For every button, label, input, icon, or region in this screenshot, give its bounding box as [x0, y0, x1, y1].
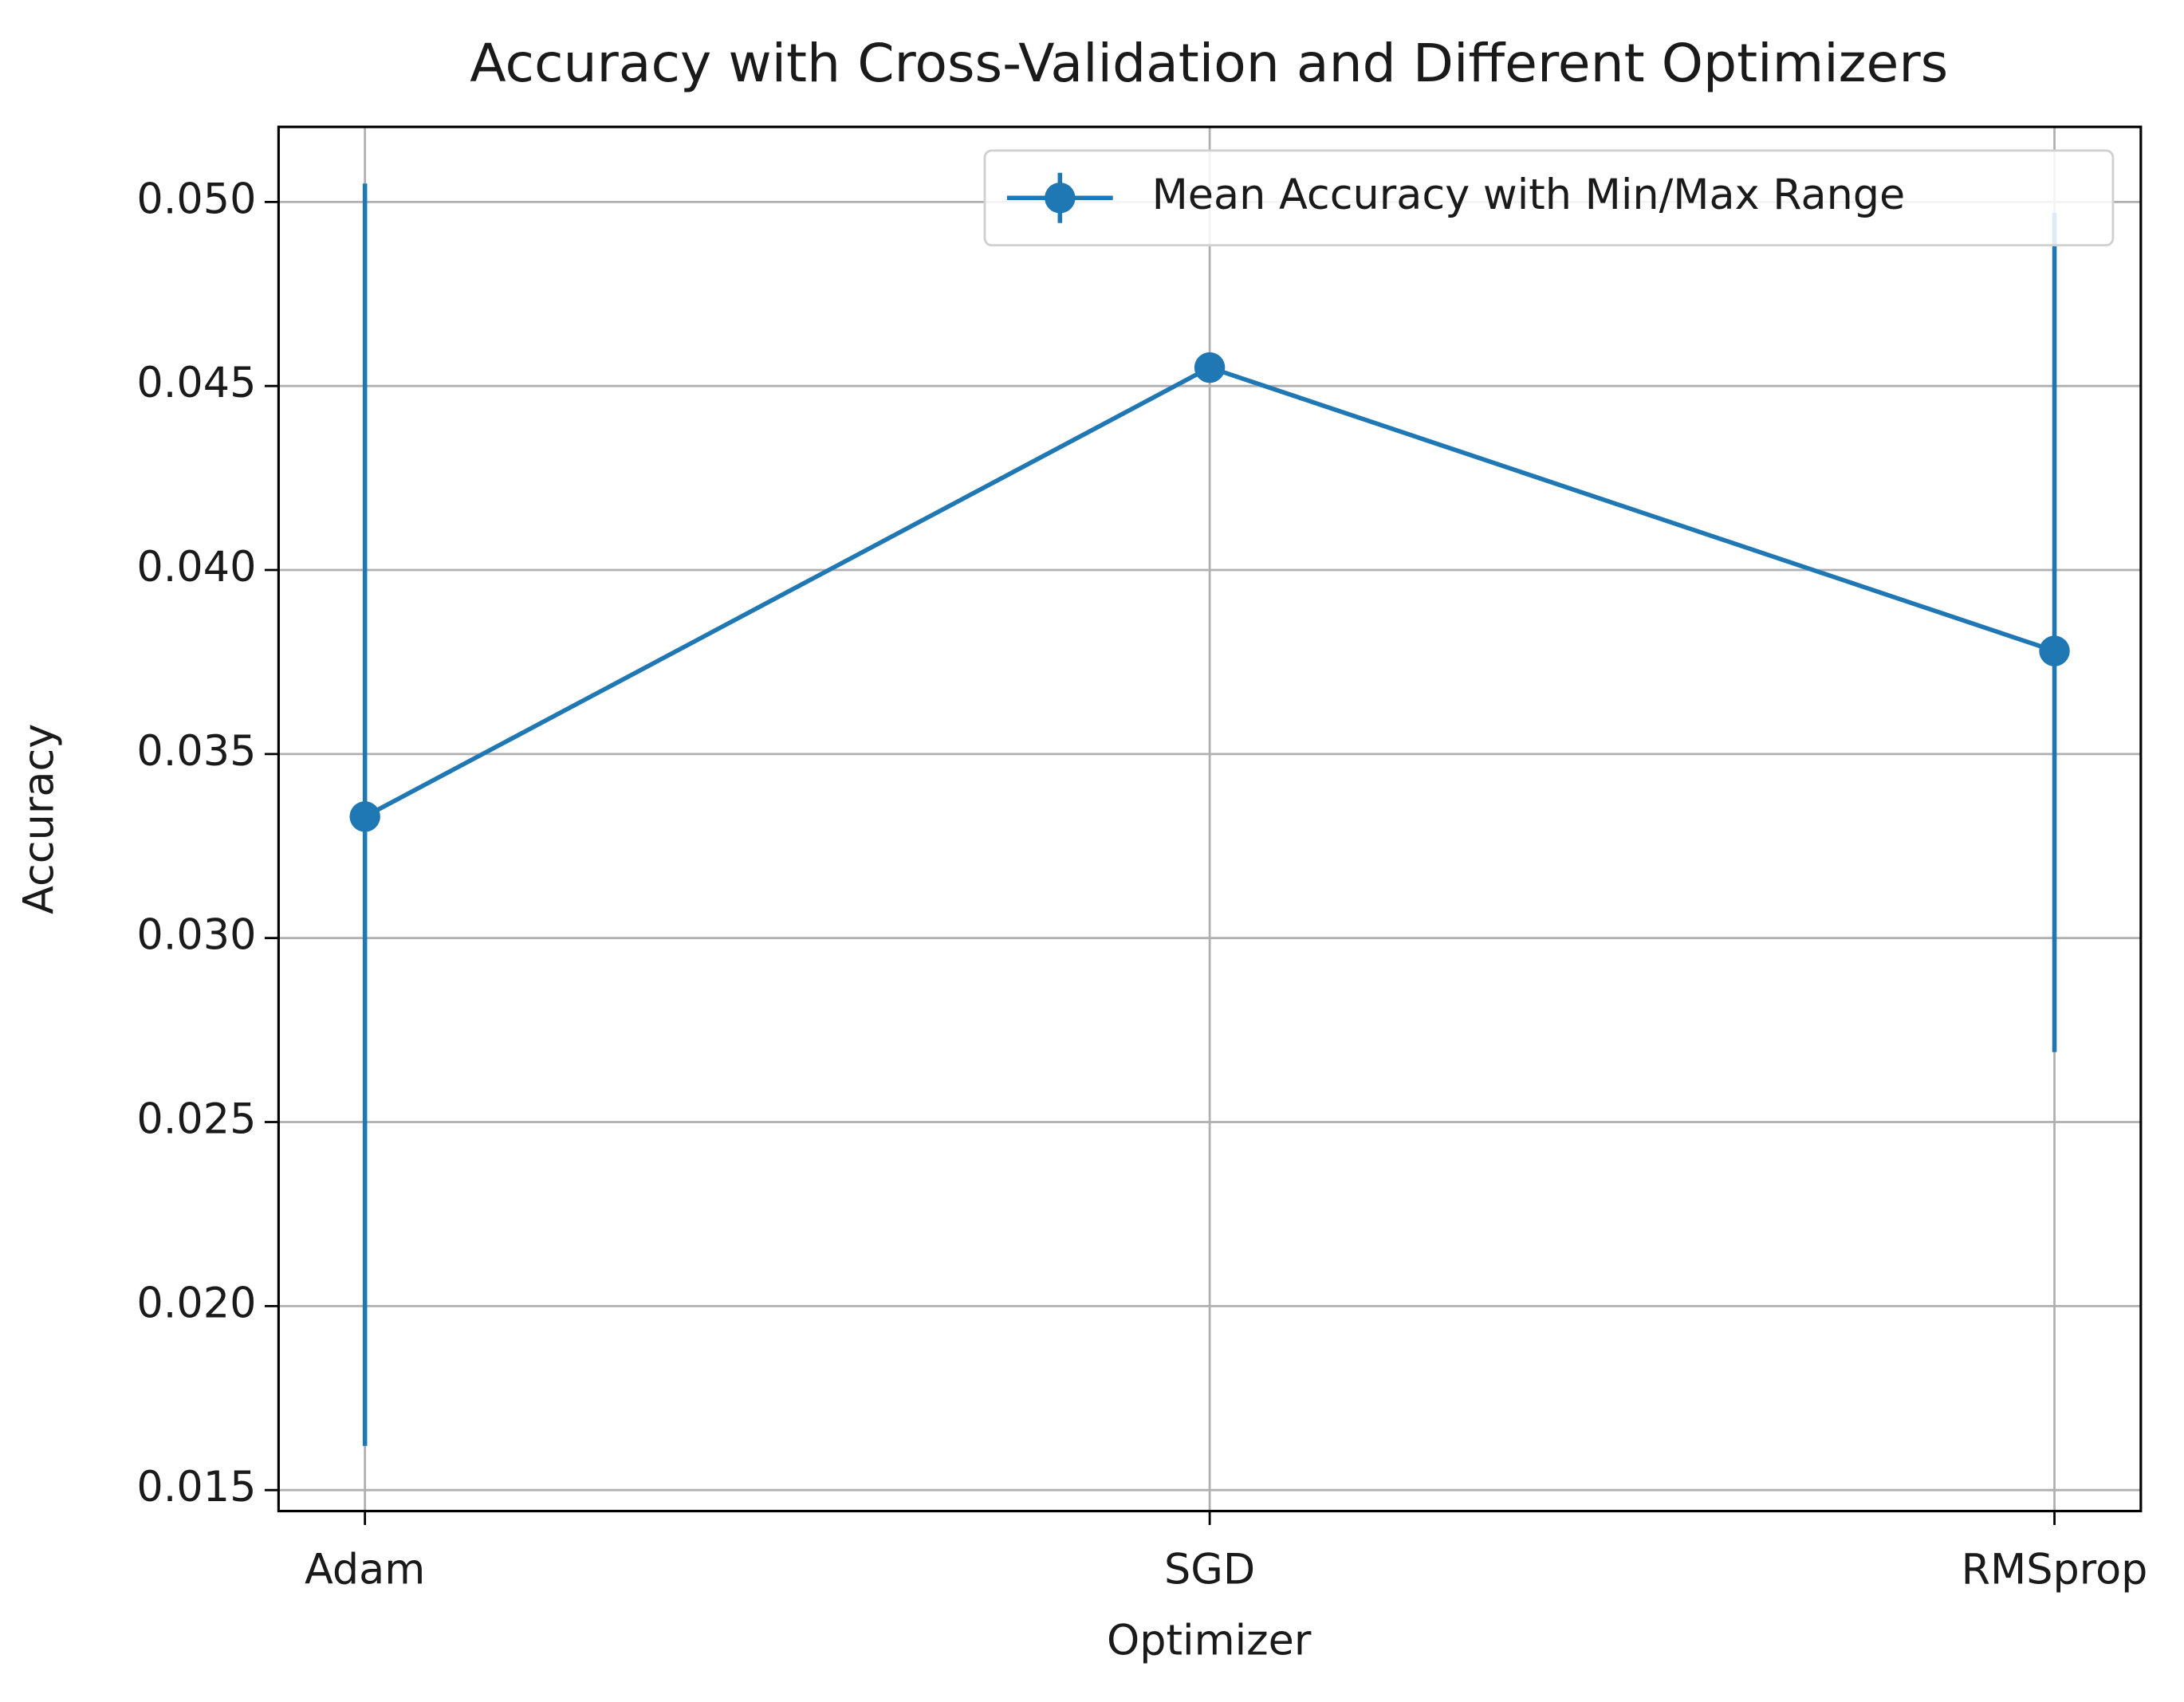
chart-title: Accuracy with Cross-Validation and Diffe…	[470, 32, 1948, 94]
y-axis-label: Accuracy	[14, 724, 63, 914]
y-tick-label: 0.035	[136, 727, 256, 776]
axes-frame	[277, 125, 2143, 1513]
x-tick-label: SGD	[1164, 1545, 1255, 1594]
legend: Mean Accuracy with Min/Max Range	[983, 149, 2115, 247]
legend-swatch	[1045, 183, 1076, 214]
x-tick-label: RMSprop	[1962, 1545, 2148, 1594]
y-tick-label: 0.025	[136, 1095, 256, 1144]
y-tick-label: 0.015	[136, 1463, 256, 1511]
data-point	[1194, 352, 1226, 383]
x-axis-label: Optimizer	[1107, 1616, 1312, 1665]
data-point	[2039, 635, 2070, 666]
x-tick-label: Adam	[305, 1545, 425, 1594]
y-tick-label: 0.030	[136, 911, 256, 960]
data-point	[349, 801, 380, 832]
y-tick-label: 0.045	[136, 359, 256, 407]
y-tick-label: 0.050	[136, 175, 256, 223]
y-tick-label: 0.020	[136, 1279, 256, 1327]
legend-box	[983, 149, 2115, 247]
y-tick-label: 0.040	[136, 543, 256, 592]
legend-label: Mean Accuracy with Min/Max Range	[1152, 171, 1906, 219]
